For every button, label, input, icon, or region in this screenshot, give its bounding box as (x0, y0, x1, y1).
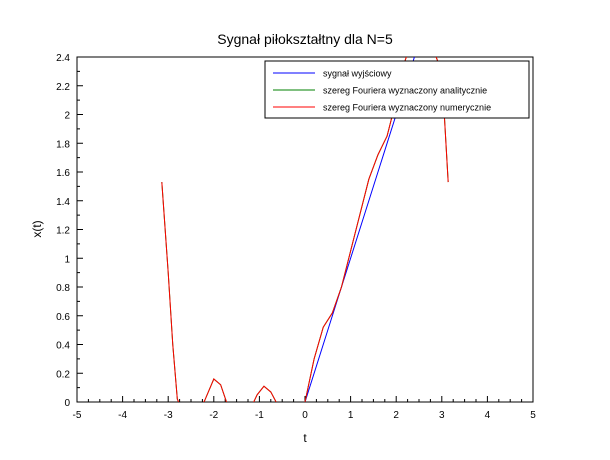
y-tick-label: 0.4 (56, 341, 70, 352)
y-tick-label: 1 (64, 254, 70, 265)
x-tick-label: 5 (530, 410, 536, 421)
x-tick-label: -1 (255, 410, 264, 421)
y-tick-label: 2.4 (56, 53, 70, 64)
x-tick-label: 0 (302, 410, 308, 421)
y-tick-label: 0 (64, 398, 70, 409)
x-tick-label: 1 (348, 410, 354, 421)
y-tick-label: 0.6 (56, 312, 70, 323)
y-tick-label: 1.8 (56, 139, 70, 150)
y-tick-label: 1.4 (56, 197, 70, 208)
legend-label-1: sygnał wyjściowy (323, 69, 392, 79)
y-axis-label: x(t) (30, 220, 44, 237)
y-tick-label: 1.6 (56, 168, 70, 179)
legend: sygnał wyjściowy szereg Fouriera wyznaczo… (264, 60, 530, 119)
x-axis-label: t (303, 431, 307, 445)
x-tick-label: 2 (393, 410, 399, 421)
axis-ticks: -5 -4 -3 -2 -1 0 1 2 3 4 5 0 0.2 0.4 0.6 0.8 1 1.2 1.4 1.6 1… (56, 53, 536, 421)
y-tick-label: 1.2 (56, 226, 70, 237)
x-tick-label: -4 (118, 410, 127, 421)
x-tick-label: -2 (209, 410, 218, 421)
x-tick-label: -3 (164, 410, 173, 421)
y-tick-label: 2 (64, 111, 70, 122)
x-tick-label: 3 (439, 410, 445, 421)
legend-label-2: szereg Fouriera wyznaczony analitycznie (323, 86, 487, 96)
x-tick-label: 4 (485, 410, 491, 421)
y-tick-label: 0.8 (56, 283, 70, 294)
y-tick-label: 2.2 (56, 82, 70, 93)
y-tick-label: 0.2 (56, 369, 70, 380)
x-tick-label: -5 (73, 410, 82, 421)
legend-label-3: szereg Fouriera wyznaczony numerycznie (323, 103, 491, 113)
chart-title: Sygnał piłokształtny dla N=5 (217, 31, 393, 47)
